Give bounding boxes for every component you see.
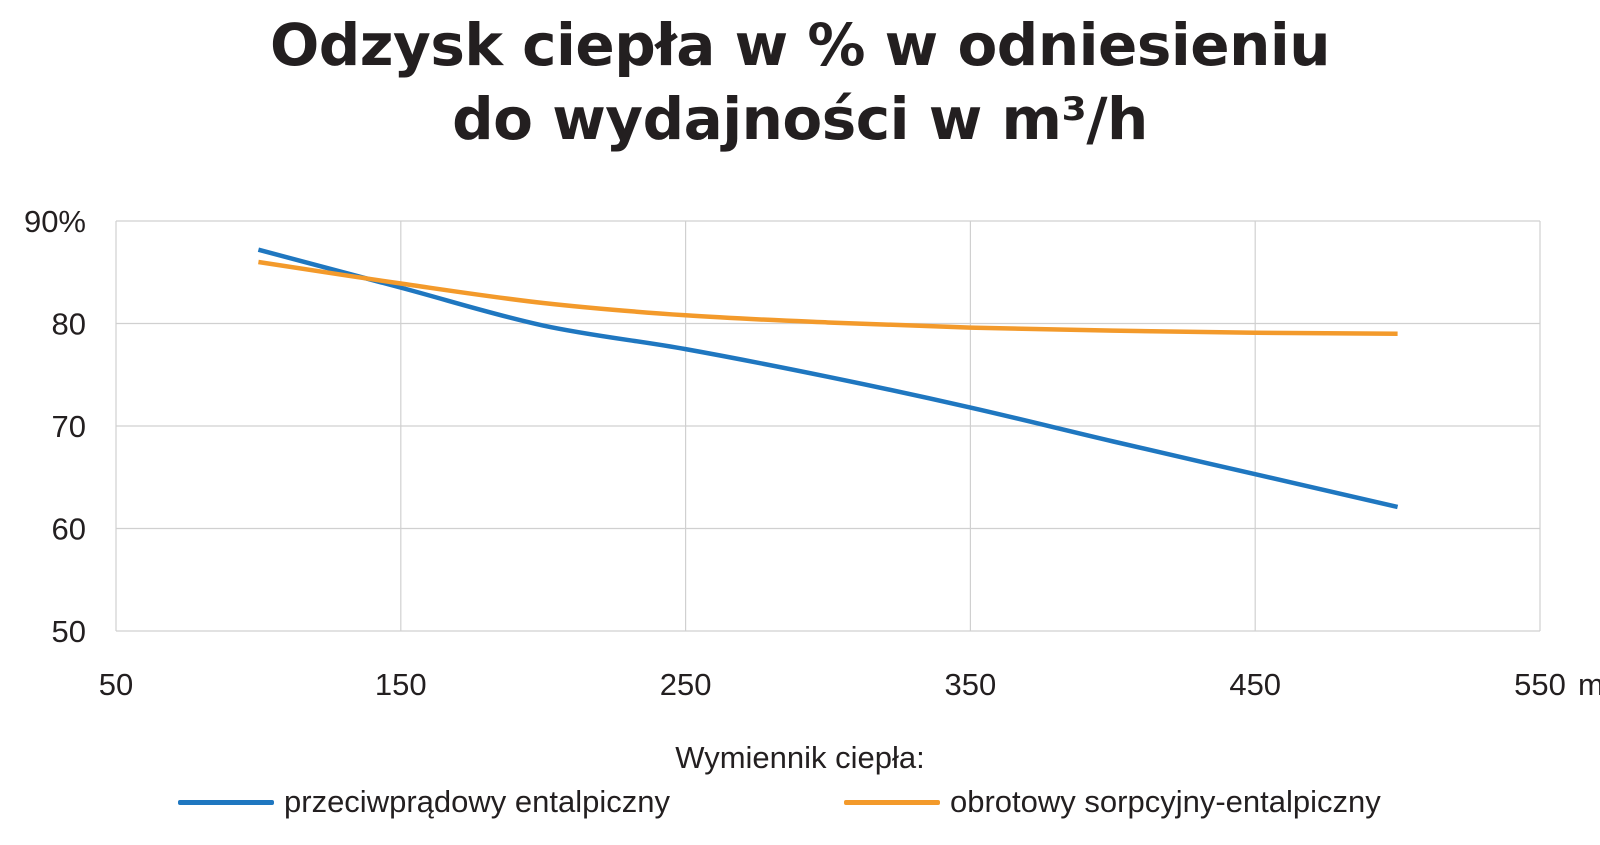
chart-title-line-1: Odzysk ciepła w % w odniesieniu (269, 11, 1331, 79)
legend-label-series-2: obrotowy sorpcyjny-entalpiczny (950, 784, 1381, 819)
y-tick-label: 70 (52, 409, 86, 444)
y-tick-label: 50 (52, 614, 86, 649)
y-tick-label: 60 (52, 512, 86, 547)
y-tick-label: 90% (24, 204, 86, 239)
legend-label-series-1: przeciwprądowy entalpiczny (284, 784, 670, 819)
grid (115, 220, 1541, 632)
line-chart: 50 60 70 80 90% 50 150 250 350 450 550 m³/h (24, 204, 1600, 702)
x-tick-label: 350 (945, 667, 997, 702)
series-line-2 (258, 259, 1398, 336)
x-axis-ticks: 50 150 250 350 450 550 m³/h (99, 667, 1600, 702)
series-line-1 (257, 247, 1399, 510)
legend-swatch-blue (178, 799, 274, 805)
legend-item-series-1: przeciwprądowy entalpiczny (178, 784, 670, 820)
legend-heading: Wymiennik ciepła: (675, 740, 925, 775)
chart-title-line-2: do wydajności w m³/h (452, 85, 1148, 153)
x-tick-label: 550 (1514, 667, 1566, 702)
y-axis-ticks: 50 60 70 80 90% (24, 204, 86, 649)
legend: przeciwprądowy entalpiczny obrotowy sorp… (0, 784, 1600, 824)
y-tick-label: 80 (52, 307, 86, 342)
legend-swatch-orange (844, 799, 940, 805)
legend-item-series-2: obrotowy sorpcyjny-entalpiczny (844, 784, 1381, 820)
x-unit-label: m³/h (1578, 667, 1600, 702)
chart-title: Odzysk ciepła w % w odniesieniu do wydaj… (0, 8, 1600, 156)
x-tick-label: 150 (375, 667, 427, 702)
series-lines (257, 247, 1399, 510)
x-tick-label: 450 (1229, 667, 1281, 702)
x-tick-label: 250 (660, 667, 712, 702)
x-tick-label: 50 (99, 667, 133, 702)
